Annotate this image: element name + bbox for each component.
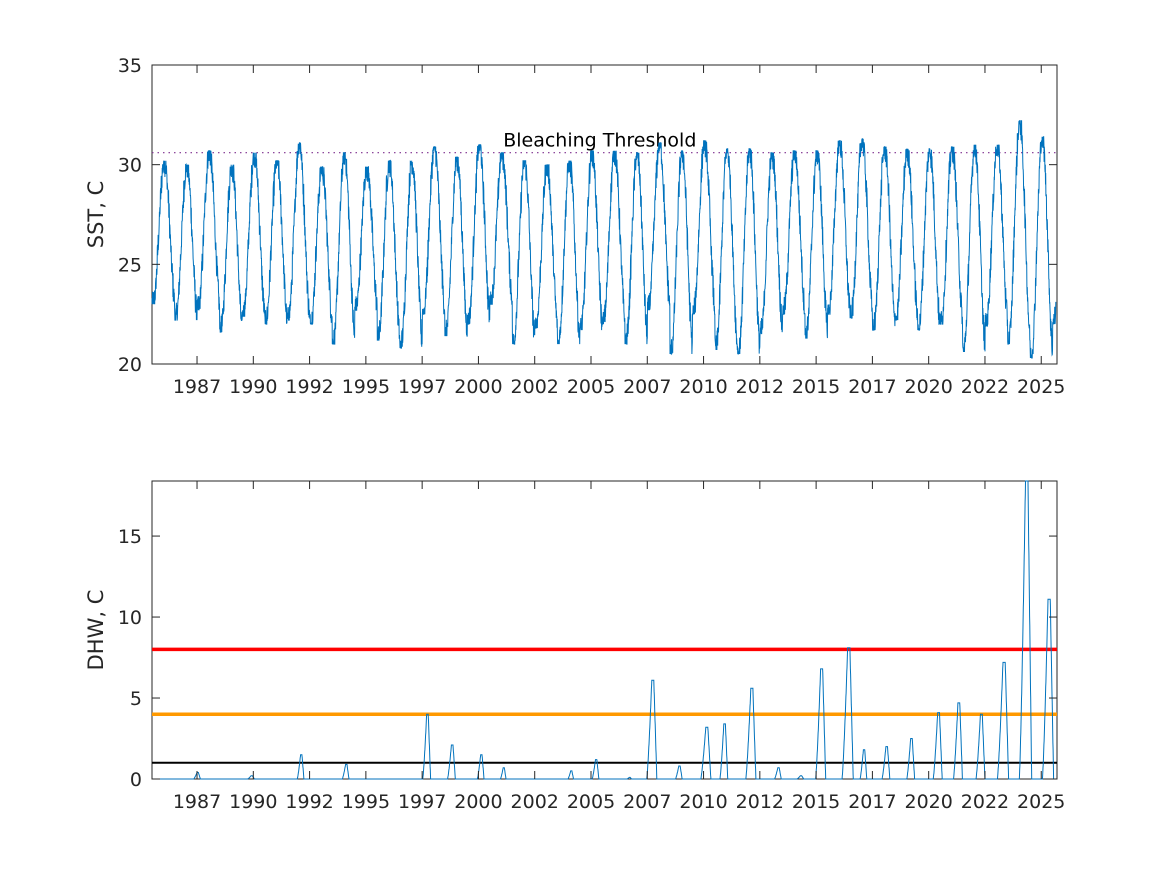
x-tick-label: 1995 (342, 791, 390, 813)
x-tick-label: 2007 (623, 376, 671, 398)
dhw-y-axis-label: DHW, C (84, 590, 108, 671)
x-tick-label: 1995 (342, 376, 390, 398)
x-tick-label: 2020 (904, 791, 952, 813)
dhw-series-line (152, 480, 1057, 780)
dhw-axes-box (151, 480, 1058, 780)
y-tick-label: 0 (130, 769, 142, 791)
x-tick-label: 2022 (961, 376, 1009, 398)
y-tick-label: 20 (118, 354, 142, 376)
x-tick-label: 2017 (848, 376, 896, 398)
y-tick-label: 25 (118, 254, 142, 276)
x-tick-label: 2010 (679, 791, 727, 813)
x-tick-label: 2015 (792, 376, 840, 398)
x-tick-label: 2000 (454, 791, 502, 813)
x-tick-label: 2017 (848, 791, 896, 813)
x-tick-label: 1990 (229, 376, 277, 398)
x-tick-label: 1987 (173, 791, 221, 813)
x-tick-label: 2010 (679, 376, 727, 398)
x-tick-label: 1990 (229, 791, 277, 813)
y-tick-label: 35 (118, 55, 142, 77)
x-tick-label: 2012 (736, 376, 784, 398)
x-tick-label: 2012 (736, 791, 784, 813)
x-tick-label: 1987 (173, 376, 221, 398)
dhw-panel: 0 5 10 15 1987 1990 1992 1995 1997 2000 2002 2005 2… (84, 480, 1065, 813)
x-tick-label: 1992 (285, 376, 333, 398)
x-tick-label: 2007 (623, 791, 671, 813)
y-tick-label: 10 (118, 607, 142, 629)
x-tick-label: 2025 (1017, 376, 1065, 398)
x-tick-label: 2015 (792, 791, 840, 813)
x-tick-label: 2000 (454, 376, 502, 398)
x-tick-label: 2022 (961, 791, 1009, 813)
x-tick-label: 2005 (567, 791, 615, 813)
y-tick-label: 5 (130, 688, 142, 710)
x-tick-label: 2025 (1017, 791, 1065, 813)
y-tick-label: 30 (118, 155, 142, 177)
x-tick-label: 2005 (567, 376, 615, 398)
x-tick-label: 2020 (904, 376, 952, 398)
x-tick-label: 1997 (398, 376, 446, 398)
x-tick-label: 2002 (511, 376, 559, 398)
x-tick-label: 1997 (398, 791, 446, 813)
y-tick-label: 15 (118, 526, 142, 548)
x-tick-label: 1992 (285, 791, 333, 813)
sst-series-line (151, 120, 1057, 359)
sst-y-axis-label: SST, C (84, 181, 108, 249)
x-tick-label: 2002 (511, 791, 559, 813)
bleaching-threshold-label: Bleaching Threshold (503, 130, 696, 152)
